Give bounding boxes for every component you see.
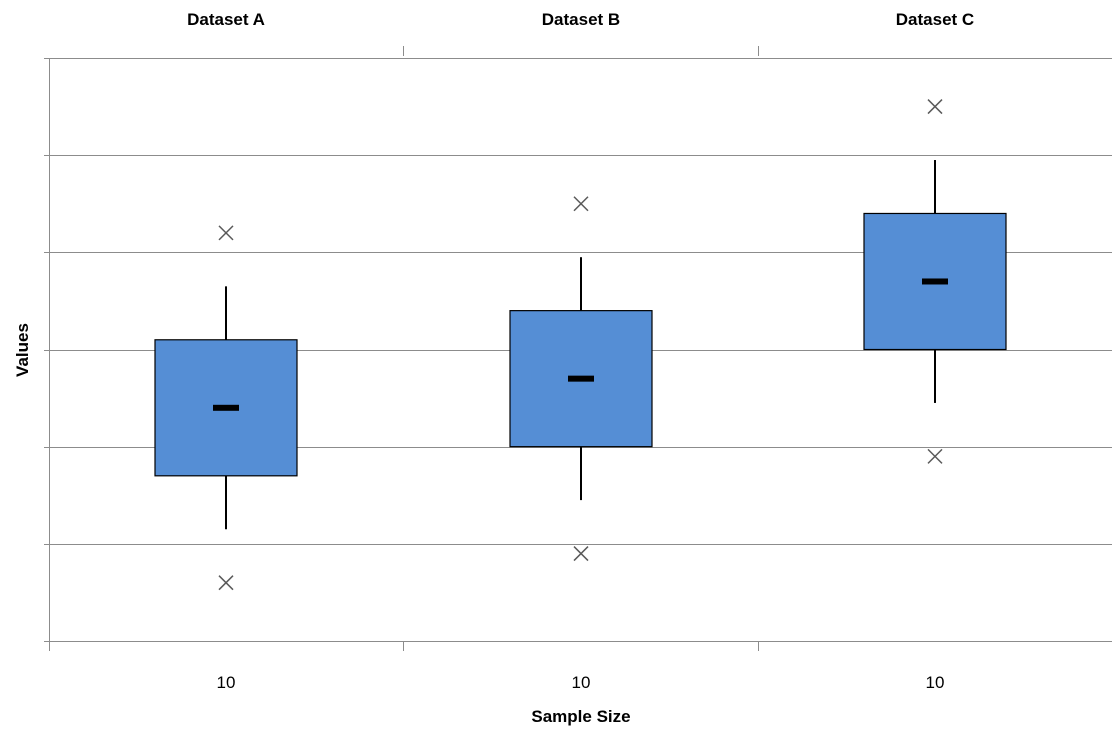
x-tick-label: 10 [217,673,236,692]
min-marker [927,448,943,464]
min-marker-stroke [218,575,234,591]
max-marker-stroke [927,99,943,115]
max-marker [927,99,943,115]
x-tick-label: 10 [926,673,945,692]
category-label: Dataset A [187,10,265,29]
box-group [863,99,1007,464]
max-marker [573,196,589,212]
x-axis-title: Sample Size [531,707,630,726]
box [863,212,1007,351]
max-marker-stroke [218,225,234,241]
x-tick-label: 10 [572,673,591,692]
y-axis-title: Values [13,323,32,377]
median-marker [213,404,239,411]
min-marker-stroke [573,546,589,562]
median-marker [922,278,948,285]
min-marker [573,546,589,562]
min-marker-stroke [927,448,943,464]
median-marker [568,375,594,382]
min-marker [218,575,234,591]
category-label: Dataset C [896,10,974,29]
max-marker [218,225,234,241]
axes [44,46,1112,651]
box-group [154,225,298,591]
labels: Dataset A 10 Dataset B 10 Dataset C 10 [187,10,974,692]
category-label: Dataset B [542,10,620,29]
box-group [509,196,653,562]
box-series [154,99,1007,591]
max-marker-stroke [573,196,589,212]
